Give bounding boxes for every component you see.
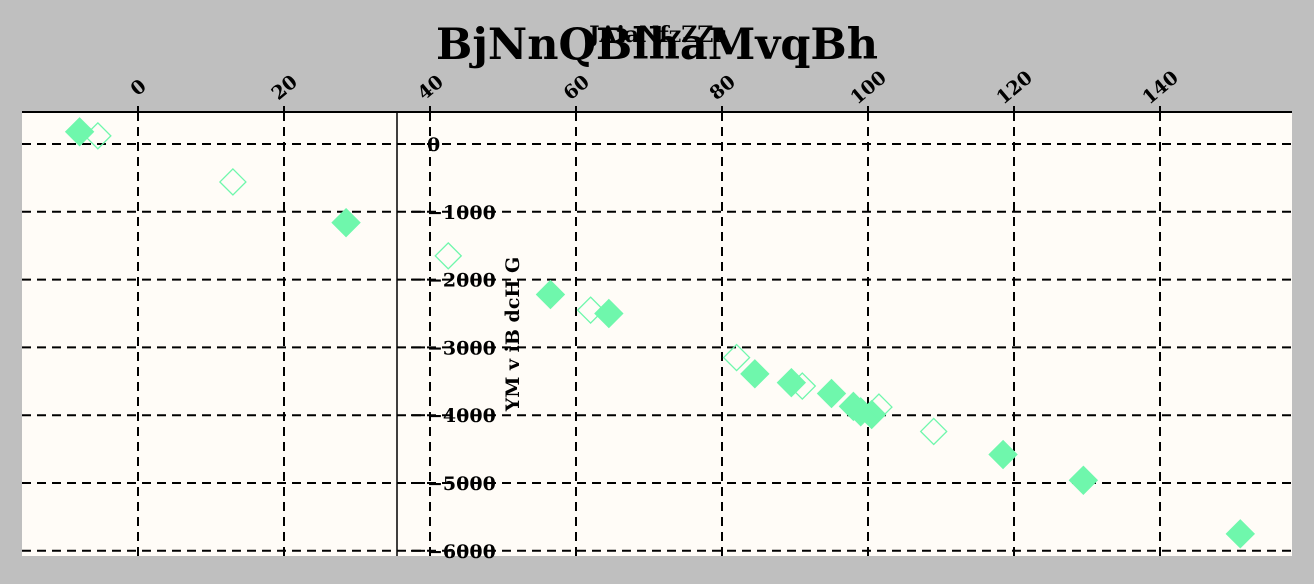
filled-diamond-point <box>776 367 807 398</box>
x-tick-label: 20 <box>267 71 301 105</box>
x-tick-label: 100 <box>846 67 891 109</box>
y-tick-label: 0 <box>427 134 440 156</box>
y-tick-label: −4000 <box>427 405 496 427</box>
filled-diamond-point <box>594 298 624 329</box>
x-tick-label: 60 <box>559 71 593 105</box>
plot-area: 0 20 40 60 80 100 120 140 0 −1000 −2000 −3000 −4000 −… <box>22 67 1292 563</box>
x-tick-label: 40 <box>413 71 447 105</box>
filled-diamond-point <box>331 207 361 238</box>
filled-diamond-point <box>535 279 566 310</box>
y-axis-label: YM v iB dcH G <box>502 257 524 412</box>
plot-background <box>22 112 1292 556</box>
filled-diamond-point <box>856 399 887 430</box>
chart-title: BjNnQBlhaMvqBh <box>436 20 878 70</box>
filled-diamond-point <box>816 378 847 409</box>
filled-diamond-point <box>1068 465 1099 495</box>
filled-diamond-point <box>988 439 1018 470</box>
hollow-diamond-point <box>576 296 605 325</box>
y-tick-label: −1000 <box>427 202 496 224</box>
hollow-diamond-point <box>434 241 463 270</box>
y-tick-label: −5000 <box>427 473 496 495</box>
y-tick-label: −2000 <box>427 270 496 292</box>
x-tick-label: 80 <box>705 71 739 105</box>
hollow-diamond-point <box>218 168 247 196</box>
x-tick-label: 0 <box>127 75 151 100</box>
filled-diamond-point <box>740 359 770 389</box>
filled-diamond-point <box>1225 519 1256 549</box>
hollow-diamond-point <box>722 343 751 372</box>
hollow-diamond-point <box>83 121 112 150</box>
hollow-diamond-point <box>919 417 948 446</box>
hollow-diamond-point <box>865 393 893 421</box>
hollow-diamond-point <box>788 372 817 400</box>
chart-subtitle: JAiaNfzZZr <box>587 22 725 48</box>
y-tick-label: −6000 <box>427 541 496 563</box>
x-tick-label: 120 <box>992 67 1037 109</box>
filled-diamond-point <box>64 117 95 147</box>
y-tick-label: −3000 <box>427 337 496 359</box>
x-tick-label: 140 <box>1138 67 1183 109</box>
